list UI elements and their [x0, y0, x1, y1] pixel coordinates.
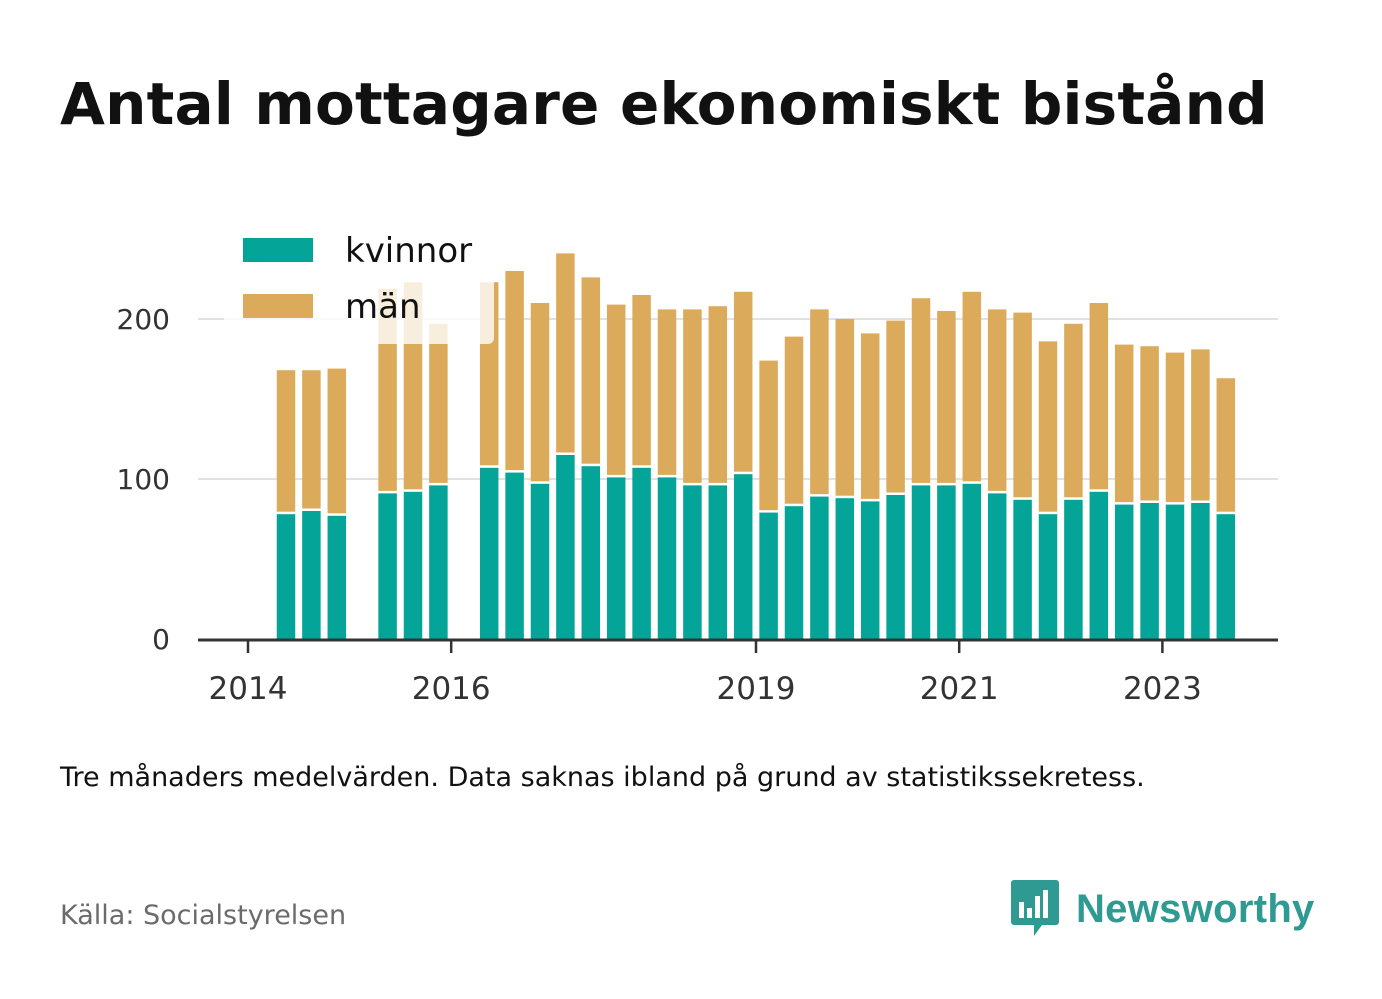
bar-man [327, 368, 347, 514]
bar-man [1114, 344, 1134, 503]
bar-man [1089, 303, 1109, 490]
bar-man [683, 309, 702, 483]
bar-kvinnor [479, 467, 499, 639]
bar-man [657, 309, 677, 475]
bar-chart: 0 100 200 2014 2016 2019 2021 2023 kvinnor män [116, 222, 1278, 707]
bar-kvinnor [835, 498, 855, 639]
bar-man [429, 323, 448, 483]
bar-man [911, 298, 931, 483]
bar-kvinnor [733, 474, 753, 639]
x-tick-label: 2021 [920, 671, 999, 707]
bar-kvinnor [1064, 499, 1083, 639]
bar-man [581, 277, 601, 464]
bar-man [886, 320, 905, 493]
y-tick-label: 200 [117, 303, 170, 336]
bar-kvinnor [1191, 503, 1210, 639]
bar-kvinnor [1038, 514, 1058, 639]
bar-kvinnor [911, 485, 931, 639]
bar-kvinnor [759, 512, 778, 639]
chart-note: Tre månaders medelvärden. Data saknas ib… [60, 762, 1145, 793]
bar-kvinnor [403, 491, 423, 639]
bar-kvinnor [429, 485, 448, 639]
bar-kvinnor [657, 477, 677, 639]
bar-kvinnor [683, 485, 702, 639]
legend-label: kvinnor [345, 231, 472, 271]
newsworthy-logo-icon [1011, 880, 1059, 936]
bar-kvinnor [606, 477, 626, 639]
bar-kvinnor [1114, 504, 1134, 639]
x-tick-label: 2014 [209, 671, 288, 707]
bar-kvinnor [784, 506, 804, 639]
legend: kvinnor män [224, 222, 494, 344]
bar-kvinnor [810, 496, 829, 639]
bar-kvinnor [302, 511, 321, 639]
bar-man [987, 309, 1007, 491]
bar-kvinnor [886, 495, 905, 639]
bar-kvinnor [327, 515, 347, 639]
y-tick-label: 0 [152, 623, 170, 656]
brand-logo[interactable]: Newsworthy [1010, 878, 1315, 940]
source-text: Källa: Socialstyrelsen [60, 900, 347, 931]
bar-man [784, 336, 804, 504]
y-tick-label: 100 [117, 463, 170, 496]
bar-man [1140, 346, 1159, 501]
bar-man [276, 370, 296, 512]
bar-kvinnor [1216, 514, 1236, 639]
bar-man [708, 306, 728, 483]
bar-man [733, 291, 753, 472]
bar-man [632, 295, 651, 466]
bar-man [530, 303, 550, 482]
bar-man [556, 253, 575, 453]
bar-kvinnor [708, 485, 728, 639]
bar-man [1038, 341, 1058, 512]
bar-kvinnor [505, 472, 524, 639]
bar-man [1165, 352, 1185, 503]
bar-man [1064, 323, 1083, 498]
bar-kvinnor [378, 493, 397, 639]
bar-kvinnor [1140, 503, 1159, 639]
bar-kvinnor [937, 485, 956, 639]
bar-man [1191, 349, 1210, 501]
bar-man [505, 271, 524, 471]
bar-kvinnor [276, 514, 296, 639]
bar-man [302, 370, 321, 509]
x-tick-label: 2016 [412, 671, 491, 707]
bar-man [1216, 378, 1236, 512]
axes: 0 100 200 2014 2016 2019 2021 2023 [117, 303, 1278, 707]
bar-kvinnor [1013, 499, 1032, 639]
bar-kvinnor [860, 501, 880, 639]
bar-man [962, 291, 982, 482]
bar-man [860, 333, 880, 499]
legend-label: män [345, 287, 421, 327]
bar-man [606, 304, 626, 475]
bar-man [937, 311, 956, 483]
bar-man [759, 360, 778, 511]
x-tick-label: 2019 [717, 671, 796, 707]
bar-man [835, 319, 855, 496]
x-tick-label: 2023 [1123, 671, 1202, 707]
bar-man [810, 309, 829, 495]
bar-kvinnor [530, 483, 550, 639]
bar-kvinnor [632, 467, 651, 639]
bar-kvinnor [556, 455, 575, 639]
bar-kvinnor [987, 493, 1007, 639]
legend-swatch-man [243, 294, 313, 318]
bars [276, 253, 1236, 639]
bar-kvinnor [1165, 504, 1185, 639]
bar-kvinnor [581, 466, 601, 639]
legend-swatch-kvinnor [243, 238, 313, 262]
bar-kvinnor [1089, 491, 1109, 639]
bar-kvinnor [962, 483, 982, 639]
brand-name: Newsworthy [1076, 886, 1315, 931]
chart-title: Antal mottagare ekonomiskt bistånd [60, 70, 1268, 138]
bar-man [1013, 312, 1032, 498]
